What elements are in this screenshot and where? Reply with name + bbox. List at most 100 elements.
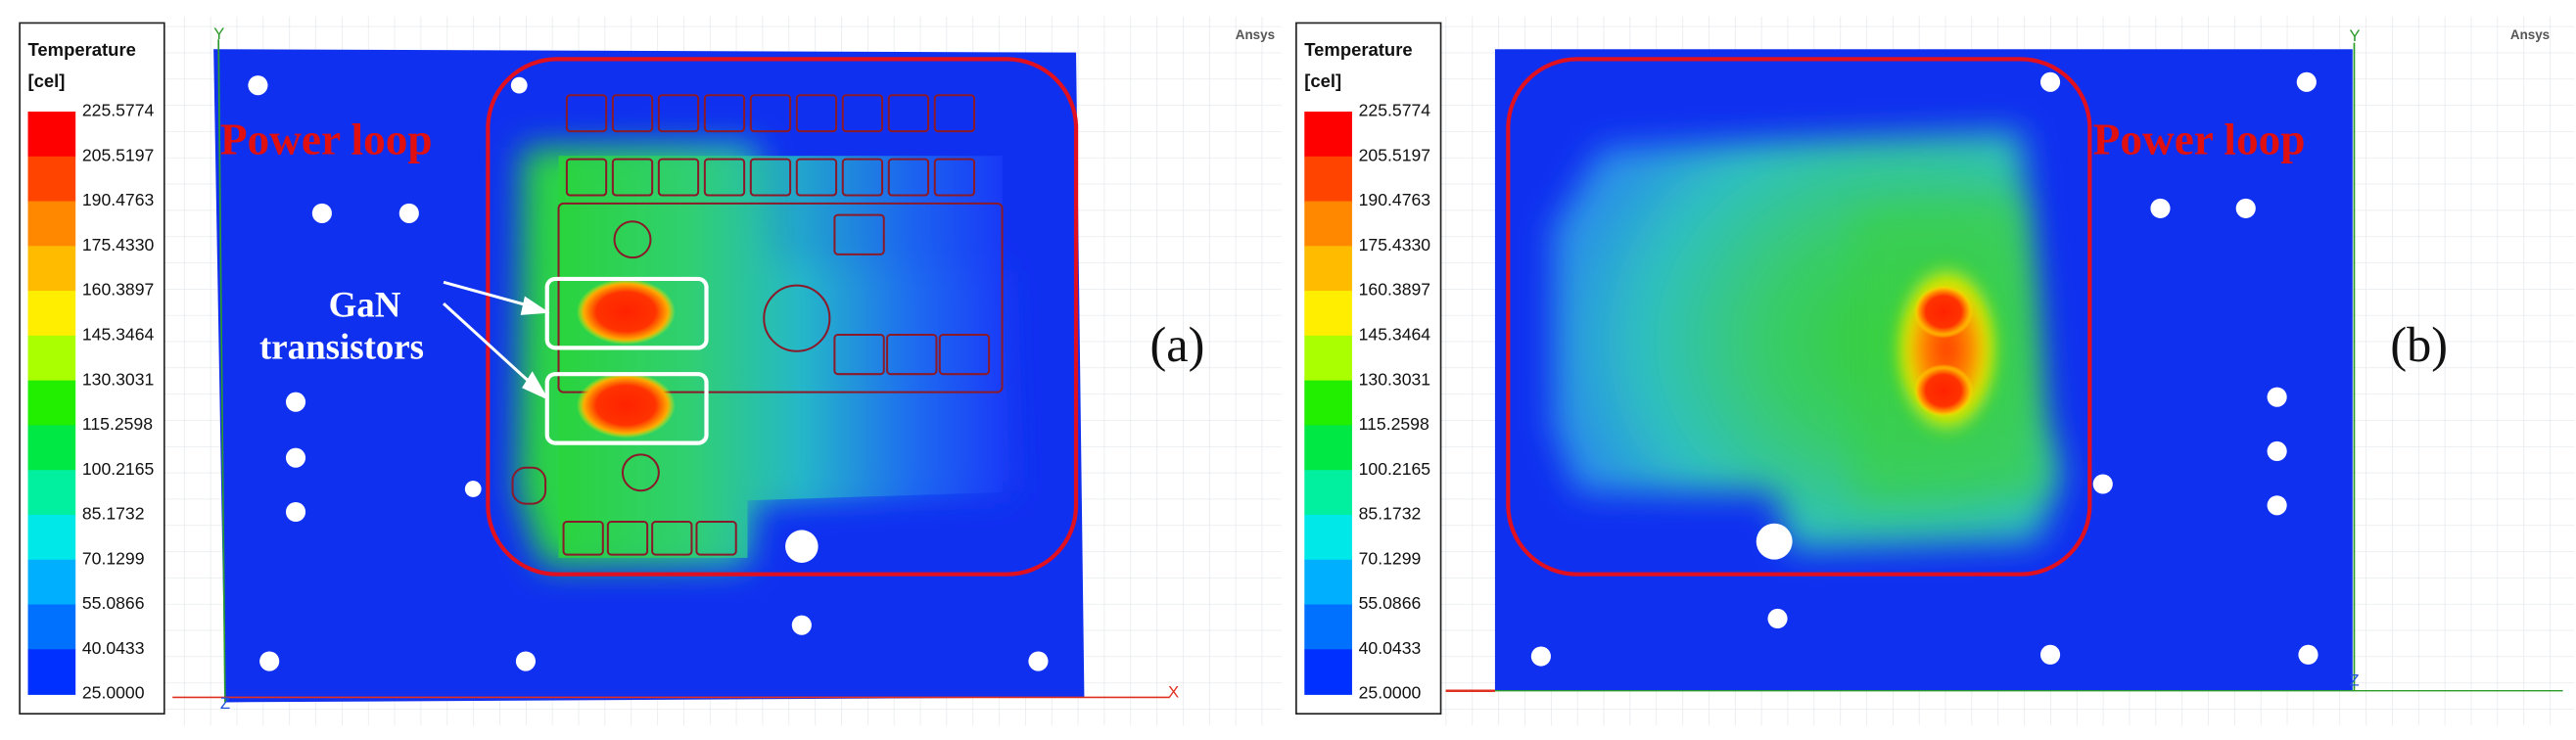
heat-region xyxy=(558,156,1003,558)
legend-tick-label: 70.1299 xyxy=(82,548,145,568)
color-band xyxy=(27,111,76,158)
hole xyxy=(2298,644,2318,665)
software-label: Ansys xyxy=(1236,27,1275,42)
hole xyxy=(248,75,268,96)
via xyxy=(613,220,652,259)
annotation: Power loop xyxy=(220,116,433,164)
axis-label: Z xyxy=(220,694,230,713)
color-band xyxy=(27,246,76,292)
mounting-holes xyxy=(1530,71,2318,667)
pad xyxy=(841,158,884,197)
pad xyxy=(565,94,608,133)
via xyxy=(763,284,831,352)
legend-tick-label: 225.5774 xyxy=(82,101,155,120)
callout-label: GaN xyxy=(329,285,401,325)
legend-tick-label: 25.0000 xyxy=(1359,683,1422,703)
pad xyxy=(749,94,792,133)
color-band xyxy=(1304,514,1352,561)
color-band xyxy=(27,335,76,382)
color-band xyxy=(27,604,76,651)
hotspot xyxy=(576,278,676,346)
pad xyxy=(749,158,792,197)
axis-line xyxy=(217,39,226,703)
legend-tick-label: 160.3897 xyxy=(82,280,154,300)
hole xyxy=(2039,71,2061,92)
pad xyxy=(562,521,604,556)
power-loop-outline xyxy=(486,57,1079,577)
legend-tick-label: 190.4763 xyxy=(82,190,155,209)
hole xyxy=(2150,198,2171,218)
trace xyxy=(557,202,1004,393)
pad xyxy=(703,94,746,133)
mounting-holes xyxy=(248,75,1049,671)
hole xyxy=(464,481,482,497)
pad xyxy=(886,333,938,376)
color-band xyxy=(27,559,76,606)
panel-a: GaN transistors Power loop (a) Ansys Y X… xyxy=(19,22,1275,716)
color-band xyxy=(27,470,76,516)
callout-arrows xyxy=(443,280,550,401)
legend-tick-label: 85.1732 xyxy=(1359,504,1422,524)
pad xyxy=(933,94,976,133)
color-bar: 225.5774 205.5197 190.4763 175.4330 160.3897… xyxy=(27,101,155,703)
hole xyxy=(1767,608,1788,629)
legend-tick-label: 205.5197 xyxy=(82,145,154,164)
color-band xyxy=(27,156,76,203)
pad xyxy=(938,333,991,376)
color-band xyxy=(27,514,76,561)
axis-label: Z xyxy=(2349,671,2359,690)
hole xyxy=(2267,495,2287,516)
color-band xyxy=(1304,425,1352,472)
legend-tick-label: 145.3464 xyxy=(1359,325,1431,345)
trace xyxy=(511,466,547,505)
hole xyxy=(1028,651,1049,671)
pad xyxy=(657,158,700,197)
hole xyxy=(791,615,812,635)
pad xyxy=(887,94,930,133)
legend-tick-label: 55.0866 xyxy=(82,593,145,613)
hole xyxy=(785,530,819,563)
legend-tick-label: 100.2165 xyxy=(82,459,155,479)
color-band xyxy=(1304,335,1352,382)
legend-tick-label: 190.4763 xyxy=(1359,190,1431,209)
legend-tick-label: 40.0433 xyxy=(1359,638,1422,658)
legend-tick-label: 225.5774 xyxy=(1359,101,1431,120)
color-band xyxy=(27,380,76,427)
panel-b: Power loop (b) Ansys Y Z Temperature [ce… xyxy=(1295,22,2563,716)
axis-label: Y xyxy=(213,24,224,43)
pad xyxy=(887,158,930,197)
pad xyxy=(606,521,649,556)
legend-tick-label: 130.3031 xyxy=(1359,369,1430,389)
legend-tick-label: 85.1732 xyxy=(82,504,145,524)
hole xyxy=(259,651,280,671)
color-band xyxy=(1304,111,1352,158)
pad xyxy=(565,158,608,197)
hole xyxy=(2235,198,2256,218)
legend-unit: [cel] xyxy=(28,70,66,91)
color-band xyxy=(1304,156,1352,203)
pad xyxy=(651,521,693,556)
hole xyxy=(2267,440,2287,462)
legend-tick-label: 55.0866 xyxy=(1359,593,1422,613)
color-band xyxy=(27,201,76,248)
hole xyxy=(285,447,306,468)
axis-label: Y xyxy=(2349,26,2360,45)
hole xyxy=(285,392,306,412)
transistor-box xyxy=(544,276,709,350)
pad xyxy=(833,333,885,376)
legend-tick-label: 40.0433 xyxy=(82,638,145,658)
panel-label: (b) xyxy=(2390,317,2448,372)
axis-label: X xyxy=(1168,682,1179,701)
pad xyxy=(795,94,838,133)
panel-label: (a) xyxy=(1150,317,1205,372)
transistor-box xyxy=(544,372,709,445)
pad xyxy=(795,158,838,197)
copper-outline xyxy=(511,94,1004,556)
pad xyxy=(695,521,737,556)
legend-tick-label: 130.3031 xyxy=(82,369,154,389)
hotspot xyxy=(1913,285,1974,339)
hole xyxy=(515,651,537,671)
color-band xyxy=(1304,201,1352,248)
hotspot xyxy=(576,372,676,439)
